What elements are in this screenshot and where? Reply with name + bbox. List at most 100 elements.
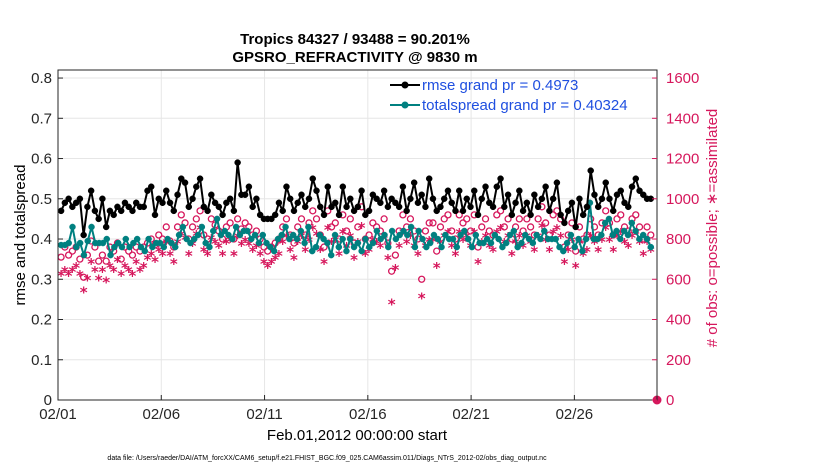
rmse-point <box>256 211 264 219</box>
rmse-point <box>200 203 208 211</box>
totalspread-point <box>400 227 407 235</box>
obs-possible-point <box>478 223 486 231</box>
rmse-point <box>174 191 181 199</box>
obs-assimilated-point: * <box>448 239 456 257</box>
rmse-point <box>478 195 486 203</box>
totalspread-point <box>251 231 259 239</box>
obs-assimilated-point: * <box>564 243 572 261</box>
obs-assimilated-point: * <box>117 267 125 285</box>
rmse-point <box>579 211 587 219</box>
obs-possible-point <box>493 211 501 219</box>
obs-assimilated-point: * <box>557 229 565 247</box>
obs-possible-point <box>117 255 125 263</box>
obs-possible-point <box>98 251 107 259</box>
totalspread-point <box>80 251 88 259</box>
obs-possible-point <box>282 215 291 223</box>
rmse-point <box>211 199 219 207</box>
obs-assimilated-point: * <box>230 247 238 265</box>
rmse-point <box>392 199 399 207</box>
rmse-point <box>516 187 523 194</box>
obs-assimilated-point: * <box>643 235 651 253</box>
obs-assimilated-point: * <box>361 247 369 265</box>
totalspread-point <box>225 231 232 239</box>
totalspread-point <box>464 235 472 243</box>
rmse-point <box>223 199 230 207</box>
totalspread-point <box>248 235 255 243</box>
totalspread-point <box>480 239 487 247</box>
totalspread-point <box>373 227 381 235</box>
totalspread-point <box>609 231 617 239</box>
rmse-point <box>253 195 260 203</box>
y2-tick-label: 1200 <box>666 151 699 168</box>
totalspread-point <box>579 247 586 255</box>
rmse-point <box>482 183 489 190</box>
obs-assimilated-point: * <box>568 233 576 251</box>
rmse-point <box>425 175 433 182</box>
obs-assimilated-point: * <box>102 273 110 291</box>
obs-assimilated-point: * <box>65 267 73 285</box>
totalspread-point <box>514 243 521 251</box>
totalspread-point <box>560 247 567 255</box>
chart-title: Tropics 84327 / 93488 = 90.201% <box>240 31 470 48</box>
obs-possible-point <box>526 223 535 231</box>
rmse-point <box>471 187 478 194</box>
footnote: data file: /Users/raeder/DAI/ATM_forcXX/… <box>107 455 547 462</box>
totalspread-point <box>461 227 468 235</box>
totalspread-point <box>575 235 582 243</box>
rmse-point <box>403 207 410 215</box>
totalspread-point <box>308 247 316 255</box>
obs-assimilated-point: * <box>452 247 460 265</box>
obs-assimilated-point: * <box>335 247 343 265</box>
y-tick-label: 0.6 <box>31 151 52 168</box>
totalspread-point <box>122 235 130 243</box>
obs-assimilated-point: * <box>545 243 553 261</box>
obs-assimilated-point: * <box>264 259 272 277</box>
rmse-point <box>459 207 467 215</box>
rmse-point <box>377 199 384 207</box>
totalspread-point <box>396 231 403 239</box>
obs-possible-point <box>602 207 610 215</box>
obs-possible-point <box>354 223 362 231</box>
rmse-point <box>407 195 414 203</box>
totalspread-point <box>99 239 107 247</box>
obs-assimilated-point: * <box>125 263 133 281</box>
obs-possible-point <box>406 215 415 223</box>
rmse-point <box>204 207 211 215</box>
rmse-point <box>354 203 362 211</box>
totalspread-point <box>111 243 118 251</box>
obs-possible-point <box>632 211 640 219</box>
obs-assimilated-point: * <box>170 255 178 273</box>
obs-possible-point <box>418 275 426 283</box>
legend-swatch-marker <box>401 81 409 89</box>
rmse-point <box>388 195 395 203</box>
rmse-point <box>474 211 482 219</box>
obs-assimilated-point: * <box>553 221 561 239</box>
totalspread-point <box>73 243 80 251</box>
obs-assimilated-point: * <box>639 247 647 265</box>
obs-assimilated-point: * <box>609 243 617 261</box>
rmse-point <box>463 195 471 203</box>
obs-possible-point <box>444 211 452 219</box>
obs-possible-point <box>504 215 512 223</box>
rmse-point <box>452 207 459 215</box>
totalspread-point <box>594 235 601 243</box>
totalspread-point <box>350 243 358 251</box>
rmse-point <box>621 199 628 207</box>
totalspread-point <box>643 235 651 243</box>
x-tick-label: 02/01 <box>39 406 77 423</box>
obs-assimilated-point: * <box>268 255 276 273</box>
rmse-point <box>121 199 129 207</box>
totalspread-point <box>624 231 632 239</box>
obs-possible-point <box>534 215 542 223</box>
y2-tick-label: 1600 <box>666 70 699 87</box>
rmse-point <box>493 183 501 190</box>
obs-assimilated-point: * <box>215 239 223 257</box>
rmse-point <box>467 203 474 211</box>
rmse-point <box>181 179 189 186</box>
obs-assimilated-point: * <box>110 263 118 281</box>
y-tick-label: 0.5 <box>31 191 52 208</box>
totalspread-point <box>605 215 613 223</box>
obs-possible-point <box>455 211 463 219</box>
rmse-point <box>568 199 576 207</box>
obs-possible-point <box>177 211 185 219</box>
